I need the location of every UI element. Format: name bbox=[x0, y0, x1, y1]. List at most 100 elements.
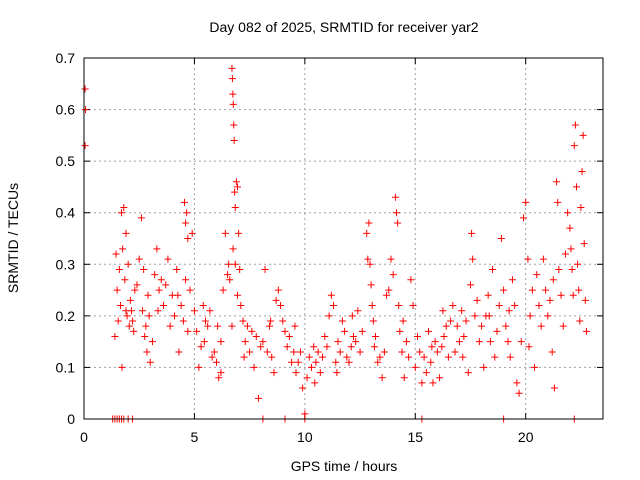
data-point bbox=[517, 338, 525, 346]
data-point bbox=[118, 209, 126, 217]
data-point bbox=[422, 369, 430, 377]
data-point bbox=[363, 229, 371, 237]
data-point bbox=[439, 307, 447, 315]
data-point bbox=[122, 229, 130, 237]
plot-frame bbox=[83, 57, 604, 420]
data-point bbox=[458, 307, 466, 315]
data-point bbox=[525, 343, 533, 351]
data-point bbox=[554, 198, 562, 206]
data-point bbox=[146, 358, 154, 366]
data-point bbox=[224, 271, 232, 279]
data-point bbox=[385, 286, 393, 294]
data-point bbox=[336, 348, 344, 356]
data-point bbox=[143, 348, 151, 356]
data-point bbox=[281, 327, 289, 335]
data-point bbox=[570, 142, 578, 150]
data-point bbox=[444, 353, 452, 361]
data-point bbox=[365, 219, 373, 227]
data-point bbox=[548, 348, 556, 356]
data-point bbox=[453, 322, 461, 330]
data-point bbox=[142, 322, 150, 330]
data-point bbox=[575, 286, 583, 294]
data-point bbox=[519, 214, 527, 222]
y-axis-label: SRMTID / TECUs bbox=[5, 183, 21, 293]
data-point bbox=[177, 302, 185, 310]
data-point bbox=[120, 204, 128, 212]
data-point bbox=[248, 327, 256, 335]
data-point bbox=[184, 235, 192, 242]
data-point bbox=[376, 353, 384, 361]
data-point bbox=[462, 317, 470, 325]
data-point bbox=[572, 183, 580, 191]
data-point bbox=[511, 302, 519, 310]
y-tick-label: 0.2 bbox=[56, 308, 76, 324]
data-point bbox=[186, 286, 194, 294]
data-point bbox=[579, 131, 587, 139]
data-point bbox=[380, 348, 388, 356]
data-point bbox=[183, 209, 191, 217]
data-point bbox=[230, 137, 238, 145]
data-point bbox=[368, 302, 376, 310]
data-point bbox=[240, 353, 248, 361]
data-point bbox=[566, 224, 574, 232]
data-point bbox=[226, 276, 234, 284]
data-point bbox=[114, 317, 122, 325]
chart-title: Day 082 of 2025, SRMTID for receiver yar… bbox=[209, 19, 478, 35]
data-point bbox=[559, 322, 567, 330]
data-point bbox=[528, 286, 536, 294]
data-point bbox=[153, 245, 161, 253]
data-point bbox=[259, 338, 267, 346]
data-point bbox=[352, 338, 360, 346]
data-point bbox=[333, 369, 341, 377]
data-point bbox=[283, 343, 291, 351]
data-point bbox=[451, 348, 459, 356]
data-point bbox=[122, 307, 130, 315]
data-point bbox=[358, 327, 366, 335]
y-tick-label: 0.5 bbox=[56, 153, 76, 169]
data-point bbox=[393, 209, 401, 217]
data-point bbox=[193, 327, 201, 335]
data-point bbox=[378, 374, 386, 382]
data-point bbox=[232, 178, 240, 186]
y-tick-label: 0.6 bbox=[56, 102, 76, 118]
data-point bbox=[504, 338, 512, 346]
data-point bbox=[292, 369, 300, 377]
data-point bbox=[119, 245, 127, 253]
data-point bbox=[468, 229, 476, 237]
data-point bbox=[294, 358, 302, 366]
data-point bbox=[383, 291, 391, 299]
data-point bbox=[270, 369, 278, 377]
data-point bbox=[491, 353, 499, 361]
data-point bbox=[236, 265, 244, 273]
data-point bbox=[184, 327, 192, 335]
data-point bbox=[219, 286, 227, 294]
data-point bbox=[343, 353, 351, 361]
data-point bbox=[268, 353, 276, 361]
data-point bbox=[303, 374, 311, 382]
data-point bbox=[229, 100, 237, 108]
data-point bbox=[495, 302, 503, 310]
data-point bbox=[299, 384, 307, 392]
data-point bbox=[139, 307, 147, 315]
data-point bbox=[395, 302, 403, 310]
data-point bbox=[347, 343, 355, 351]
data-point bbox=[524, 255, 532, 263]
data-point bbox=[288, 358, 296, 366]
data-point bbox=[429, 379, 437, 387]
data-point bbox=[111, 332, 119, 340]
data-point bbox=[442, 322, 450, 330]
data-point bbox=[228, 75, 236, 83]
data-point bbox=[356, 348, 364, 356]
data-point bbox=[549, 276, 557, 284]
data-point bbox=[229, 90, 237, 98]
data-point bbox=[581, 296, 589, 304]
data-point bbox=[389, 271, 397, 279]
data-point bbox=[272, 296, 280, 304]
data-point bbox=[131, 286, 139, 294]
data-point bbox=[157, 276, 165, 284]
data-point bbox=[367, 281, 375, 289]
data-point bbox=[195, 363, 203, 371]
data-point bbox=[217, 369, 225, 377]
data-point bbox=[123, 312, 131, 320]
